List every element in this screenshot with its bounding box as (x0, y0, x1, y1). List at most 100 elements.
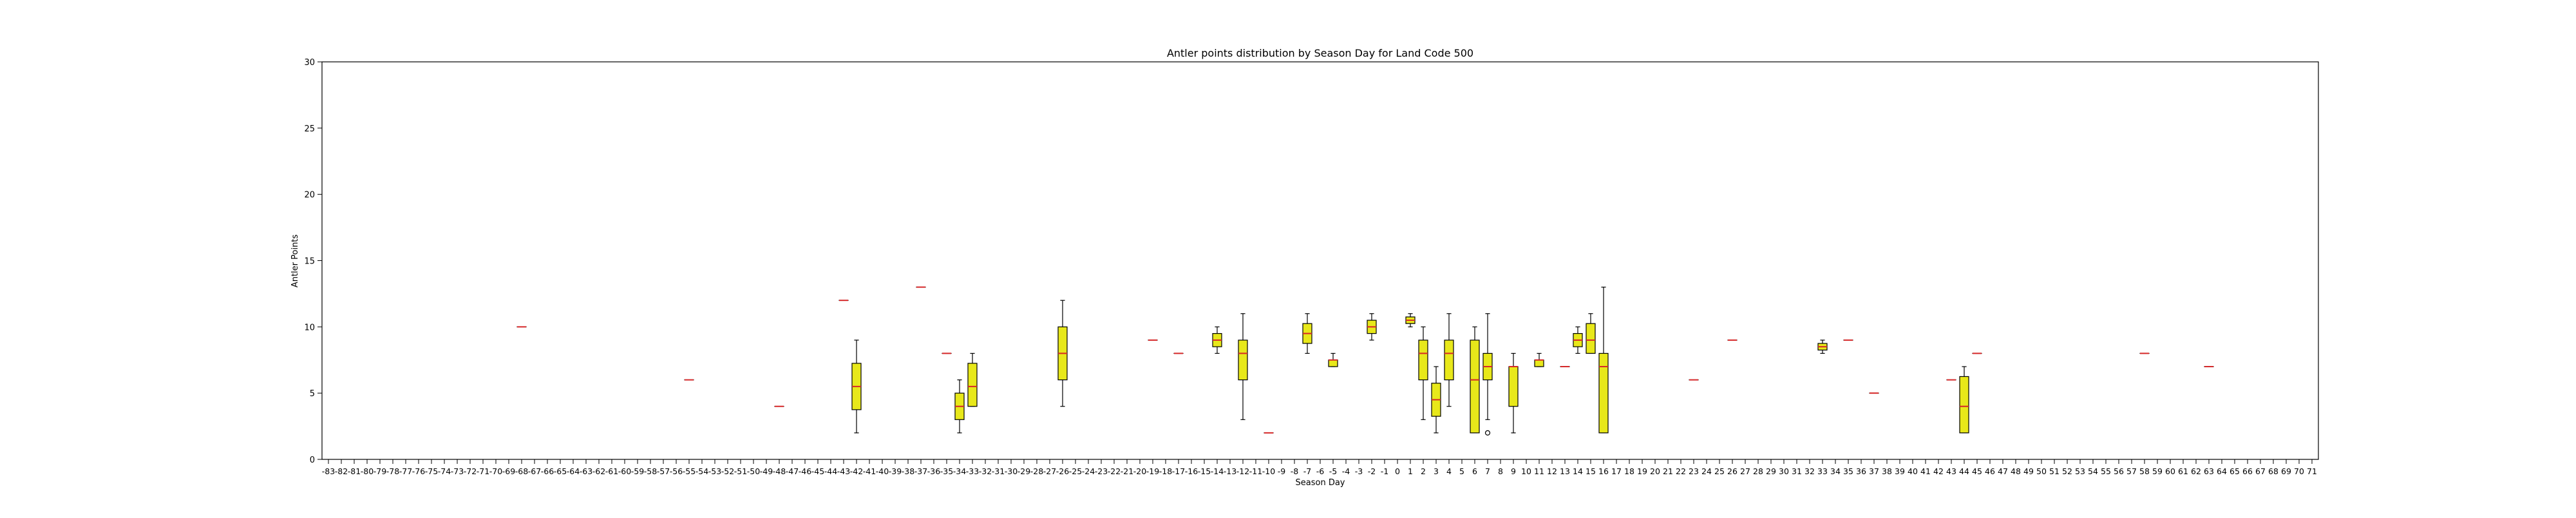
x-tick-label: -56 (670, 466, 683, 476)
x-tick-label: 56 (2114, 466, 2124, 476)
box (968, 363, 977, 407)
x-tick-label: -11 (1249, 466, 1262, 476)
x-tick-label: 44 (1959, 466, 1969, 476)
x-tick-label: 2 (1421, 466, 1426, 476)
x-tick-label: 64 (2217, 466, 2227, 476)
x-tick-label: -24 (1082, 466, 1095, 476)
x-tick-label: 70 (2294, 466, 2304, 476)
x-tick-label: 31 (1792, 466, 1802, 476)
x-tick-label: -31 (992, 466, 1005, 476)
x-tick-label: -34 (953, 466, 966, 476)
x-tick-label: 9 (1511, 466, 1516, 476)
x-tick-label: -2 (1368, 466, 1376, 476)
x-tick-label: 6 (1472, 466, 1477, 476)
x-tick-label: -22 (1108, 466, 1121, 476)
x-tick-label: -9 (1278, 466, 1286, 476)
box (1599, 353, 1608, 432)
x-tick-label: -80 (361, 466, 374, 476)
x-tick-label: 30 (1779, 466, 1789, 476)
x-tick-label: -7 (1303, 466, 1311, 476)
x-tick-label: 43 (1946, 466, 1956, 476)
x-tick-label: 40 (1908, 466, 1918, 476)
x-tick-label: -4 (1342, 466, 1350, 476)
x-tick-label: 33 (1817, 466, 1828, 476)
x-tick-label: -79 (374, 466, 386, 476)
x-tick-label: -71 (477, 466, 489, 476)
x-tick-label: -75 (425, 466, 438, 476)
x-tick-label: -35 (940, 466, 953, 476)
chart-title: Antler points distribution by Season Day… (1167, 47, 1473, 59)
x-tick-label: 37 (1869, 466, 1879, 476)
x-tick-label: -62 (592, 466, 605, 476)
x-tick-label: 62 (2191, 466, 2201, 476)
x-tick-label: 42 (1933, 466, 1944, 476)
x-tick-label: -65 (554, 466, 567, 476)
y-tick-label: 20 (304, 191, 315, 200)
x-tick-label: -64 (567, 466, 580, 476)
x-tick-label: -40 (876, 466, 889, 476)
x-tick-label: -57 (657, 466, 670, 476)
x-tick-label: -46 (799, 466, 811, 476)
x-tick-label: 4 (1446, 466, 1452, 476)
x-tick-label: 13 (1560, 466, 1570, 476)
x-tick-label: -19 (1146, 466, 1159, 476)
x-tick-label: 23 (1689, 466, 1699, 476)
x-tick-label: -69 (502, 466, 515, 476)
x-tick-label: 1 (1408, 466, 1413, 476)
x-tick-label: -38 (902, 466, 914, 476)
x-tick-label: -61 (605, 466, 618, 476)
x-tick-label: -51 (734, 466, 747, 476)
x-tick-label: -82 (335, 466, 348, 476)
x-tick-label: -21 (1121, 466, 1133, 476)
x-tick-label: -58 (644, 466, 657, 476)
x-tick-label: 18 (1624, 466, 1634, 476)
box (1960, 376, 1969, 432)
x-tick-label: 17 (1611, 466, 1622, 476)
x-tick-label: -50 (747, 466, 760, 476)
x-tick-label: -68 (515, 466, 528, 476)
x-tick-label: 20 (1650, 466, 1660, 476)
box (1238, 340, 1247, 380)
x-tick-label: 24 (1701, 466, 1712, 476)
x-tick-label: 47 (1998, 466, 2008, 476)
x-axis-label: Season Day (1296, 478, 1345, 488)
x-tick-label: -20 (1133, 466, 1146, 476)
x-tick-label: 32 (1804, 466, 1815, 476)
x-tick-label: 39 (1895, 466, 1905, 476)
x-tick-label: -27 (1043, 466, 1056, 476)
x-tick-label: 41 (1920, 466, 1931, 476)
x-tick-label: -53 (708, 466, 721, 476)
y-tick-label: 25 (304, 124, 315, 134)
x-tick-label: -32 (979, 466, 992, 476)
y-tick-label: 30 (304, 58, 315, 68)
x-tick-label: -43 (837, 466, 850, 476)
y-axis-label: Antler Points (290, 235, 300, 288)
x-tick-label: 45 (1972, 466, 1982, 476)
x-tick-label: 69 (2281, 466, 2291, 476)
x-tick-label: 5 (1459, 466, 1464, 476)
plot-frame (322, 62, 2318, 459)
x-tick-label: 71 (2307, 466, 2317, 476)
x-tick-label: -83 (322, 466, 335, 476)
x-tick-label: -30 (1005, 466, 1018, 476)
x-tick-label: -55 (683, 466, 696, 476)
x-tick-label: -16 (1185, 466, 1198, 476)
x-tick-label: 50 (2036, 466, 2047, 476)
x-tick-label: 49 (2023, 466, 2034, 476)
x-tick-label: 19 (1637, 466, 1647, 476)
x-tick-label: -48 (773, 466, 786, 476)
x-tick-label: -77 (399, 466, 412, 476)
x-tick-label: -8 (1291, 466, 1299, 476)
x-tick-label: 16 (1598, 466, 1609, 476)
x-tick-label: 66 (2242, 466, 2253, 476)
x-tick-label: -78 (386, 466, 399, 476)
x-tick-label: -74 (438, 466, 451, 476)
x-tick-label: 10 (1521, 466, 1531, 476)
y-tick-label: 15 (304, 257, 315, 267)
x-tick-label: -45 (811, 466, 824, 476)
x-tick-label: 26 (1727, 466, 1738, 476)
x-tick-label: -3 (1355, 466, 1363, 476)
x-tick-label: -47 (786, 466, 799, 476)
x-tick-label: 61 (2178, 466, 2188, 476)
x-tick-label: -10 (1262, 466, 1275, 476)
